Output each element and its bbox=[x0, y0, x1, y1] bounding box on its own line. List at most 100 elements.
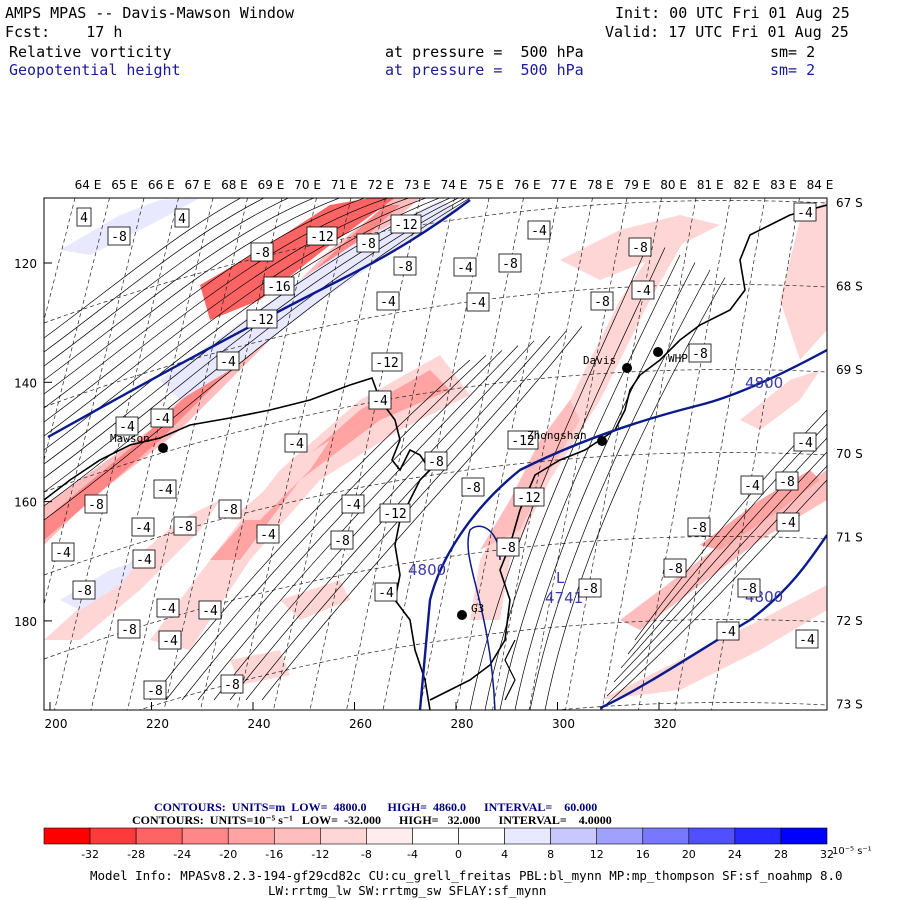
svg-text:-4: -4 bbox=[635, 284, 651, 299]
vorticity-label: -4 bbox=[132, 549, 156, 569]
svg-text:-4: -4 bbox=[260, 528, 276, 543]
vorticity-label: -8 bbox=[220, 674, 244, 694]
vorticity-label: -16 bbox=[263, 276, 295, 296]
parallel-line bbox=[44, 536, 827, 660]
vorticity-contour bbox=[606, 465, 827, 697]
parallel-line bbox=[44, 200, 827, 324]
lon-label: 75 E bbox=[477, 178, 504, 192]
svg-text:-4: -4 bbox=[160, 602, 176, 617]
station-label: WHP bbox=[668, 352, 688, 365]
svg-text:-4: -4 bbox=[797, 206, 813, 221]
svg-text:4: 4 bbox=[178, 212, 186, 227]
svg-text:-12: -12 bbox=[383, 507, 406, 522]
vorticity-contour bbox=[165, 354, 487, 701]
svg-text:-4: -4 bbox=[136, 553, 152, 568]
height-label: 4800 bbox=[745, 374, 783, 392]
lon-label: 80 E bbox=[660, 178, 687, 192]
height-contour-info: CONTOURS: UNITS=m LOW= 4800.0 HIGH= 4860… bbox=[154, 800, 598, 814]
svg-text:-8: -8 bbox=[428, 455, 444, 470]
field1-level: at pressure = 500 hPa bbox=[385, 43, 584, 61]
colorbar-label: -4 bbox=[407, 848, 418, 861]
svg-text:-4: -4 bbox=[380, 295, 396, 310]
lon-label: 68 E bbox=[221, 178, 248, 192]
vorticity-contour bbox=[620, 437, 827, 669]
svg-text:-8: -8 bbox=[222, 503, 238, 518]
station-markers: Mawson Davis WHP Zhongshan G3 bbox=[110, 347, 688, 620]
vorticity-contours bbox=[44, 198, 827, 710]
colorbar-label: 28 bbox=[774, 848, 788, 861]
lon-label: 71 E bbox=[331, 178, 358, 192]
vorticity-label: -4 bbox=[284, 433, 308, 453]
colorbar-swatch bbox=[780, 827, 828, 845]
svg-text:-8: -8 bbox=[692, 347, 708, 362]
plot-title: AMPS MPAS -- Davis-Mawson Window bbox=[5, 4, 294, 22]
vorticity-contour bbox=[44, 198, 290, 367]
lat-label: 70 S bbox=[836, 447, 863, 461]
vorticity-label: -4 bbox=[776, 512, 800, 532]
vorticity-label: -8 bbox=[107, 226, 131, 246]
meridian-line bbox=[455, 198, 559, 710]
x-tick-label: 240 bbox=[248, 717, 271, 731]
colorbar-label: -8 bbox=[361, 848, 372, 861]
vorticity-label: -8 bbox=[250, 242, 274, 262]
height-label: 4800 bbox=[408, 561, 446, 579]
vorticity-label: -4 bbox=[341, 494, 365, 514]
meridian-line bbox=[528, 198, 628, 710]
colorbar: -32 -28 -24 -20 -16 -12 -8 -4 0 4 8 12 16 20 24 28 3210⁻… bbox=[43, 827, 872, 861]
model-physics: LW:rrtmg_lw SW:rrtmg_sw SFLAY:sf_mynn bbox=[268, 883, 547, 898]
vorticity-contour bbox=[544, 277, 726, 710]
lon-label: 73 E bbox=[404, 178, 431, 192]
vorticity-label: -8 bbox=[578, 578, 602, 598]
svg-text:-4: -4 bbox=[119, 420, 135, 435]
lat-label: 68 S bbox=[836, 280, 863, 294]
svg-text:-4: -4 bbox=[720, 625, 736, 640]
vorticity-label: -12 bbox=[371, 352, 403, 372]
meridian-line bbox=[346, 198, 455, 710]
svg-text:-4: -4 bbox=[531, 224, 547, 239]
vorticity-label: -4 bbox=[131, 517, 155, 537]
lat-label: 69 S bbox=[836, 363, 863, 377]
svg-text:-8: -8 bbox=[502, 257, 518, 272]
vorticity-contour bbox=[469, 239, 651, 710]
meridian-line bbox=[309, 198, 421, 710]
svg-text:-4: -4 bbox=[470, 296, 486, 311]
vorticity-label: -4 bbox=[793, 432, 817, 452]
vorticity-contour bbox=[44, 198, 466, 507]
vorticity-label: -4 bbox=[716, 621, 740, 641]
parallel-line bbox=[44, 284, 827, 408]
axes: 64 E 65 E 66 E 67 E 68 E 69 E 70 E 71 E 72 E 73 E… bbox=[14, 178, 863, 731]
lon-label: 66 E bbox=[148, 178, 175, 192]
svg-text:-4: -4 bbox=[157, 483, 173, 498]
vorticity-contour bbox=[44, 198, 265, 353]
svg-text:-4: -4 bbox=[220, 355, 236, 370]
station-label: Mawson bbox=[110, 432, 150, 445]
colorbar-label: -24 bbox=[173, 848, 191, 861]
svg-text:-8: -8 bbox=[147, 684, 163, 699]
colorbar-label: 16 bbox=[636, 848, 650, 861]
vorticity-label: -8 bbox=[117, 619, 141, 639]
vorticity-label: -8 bbox=[628, 237, 652, 257]
colorbar-label: -28 bbox=[127, 848, 145, 861]
low-symbol: L bbox=[556, 569, 565, 587]
svg-text:-4: -4 bbox=[372, 394, 388, 409]
station-marker bbox=[158, 443, 168, 453]
vorticity-label: -8 bbox=[84, 494, 108, 514]
meridian-line bbox=[90, 198, 214, 710]
vorticity-band bbox=[280, 580, 350, 620]
svg-text:-4: -4 bbox=[135, 521, 151, 536]
vorticity-label: -4 bbox=[150, 408, 174, 428]
svg-text:-12: -12 bbox=[394, 218, 417, 233]
vorticity-label: -4 bbox=[740, 475, 764, 495]
y-tick-label: 180 bbox=[14, 615, 37, 629]
lat-label: 71 S bbox=[836, 530, 863, 544]
meridian-line bbox=[44, 198, 110, 462]
colorbar-label: -20 bbox=[219, 848, 237, 861]
svg-text:4: 4 bbox=[80, 211, 88, 226]
vorticity-contour bbox=[44, 198, 366, 409]
model-info: Model Info: MPASv8.2.3-194-gf29cd82c CU:… bbox=[90, 868, 843, 883]
vorticity-label: 4 bbox=[174, 208, 190, 228]
svg-text:-4: -4 bbox=[288, 437, 304, 452]
svg-text:-4: -4 bbox=[797, 436, 813, 451]
vorticity-contour bbox=[245, 330, 567, 701]
vorticity-contour bbox=[599, 479, 827, 710]
